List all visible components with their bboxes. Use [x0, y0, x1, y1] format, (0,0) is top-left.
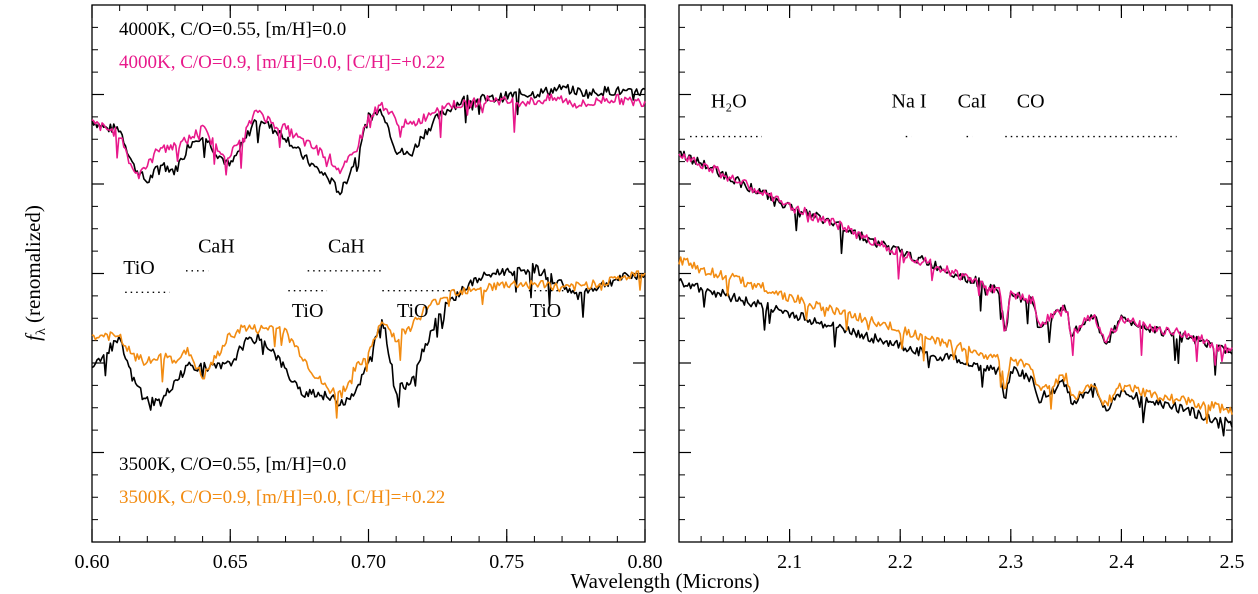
- legend-top-entry-1: 4000K, C/O=0.55, [m/H]=0.0: [119, 19, 346, 40]
- feature-label-6: TiO: [530, 300, 562, 322]
- y-axis-subscript: λ: [34, 328, 49, 335]
- legend-top-entry-2: 4000K, C/O=0.9, [m/H]=0.0, [C/H]=+0.22: [119, 52, 445, 73]
- left-feature-markers: TiO CaH TiO CaH TiO TiO: [123, 236, 568, 322]
- x-tick-label: 0.60: [75, 551, 110, 573]
- spectrum-line-4: [91, 270, 646, 419]
- feature-label-2: CaH: [198, 236, 235, 258]
- left-series-group: [91, 83, 646, 419]
- right-feature-markers: H₂O Na I CaI CO: [690, 91, 1177, 138]
- x-tick-label: 2.3: [998, 551, 1023, 573]
- x-tick-label: 2.4: [1109, 551, 1134, 573]
- spectrum-line-3: [91, 262, 646, 411]
- spectrum-line-1: [678, 150, 1233, 376]
- feature-label-4: CO: [1017, 91, 1045, 113]
- feature-label-5: TiO: [397, 300, 429, 322]
- feature-label-3: CaI: [958, 91, 987, 113]
- y-axis-label: fλ (renomalized): [21, 205, 49, 341]
- feature-label-4: CaH: [328, 236, 365, 258]
- x-tick-label: 0.65: [213, 551, 248, 573]
- feature-label-2: Na I: [892, 91, 927, 113]
- feature-label-1: H₂O: [711, 91, 747, 113]
- x-tick-label: 0.80: [628, 551, 663, 573]
- spectrum-line-4: [678, 256, 1233, 425]
- spectrum-line-1: [91, 83, 646, 196]
- spectrum-line-2: [678, 153, 1233, 366]
- x-axis-label: Wavelength (Microns): [571, 569, 760, 593]
- legend-bottom-entry-2: 3500K, C/O=0.9, [m/H]=0.0, [C/H]=+0.22: [119, 487, 445, 508]
- x-tick-label: 0.70: [351, 551, 386, 573]
- x-tick-label: 2.5: [1220, 551, 1245, 573]
- y-axis-symbol: f: [21, 332, 45, 341]
- spectrum-line-3: [678, 277, 1233, 437]
- feature-label-3: TiO: [292, 300, 324, 322]
- right-axis-ticks: 2.1 2.2 2.3 2.4 2.5: [678, 5, 1245, 573]
- x-tick-label: 2.1: [777, 551, 802, 573]
- legend-bottom-entry-1: 3500K, C/O=0.55, [m/H]=0.0: [119, 454, 346, 475]
- spectrum-line-2: [91, 93, 646, 180]
- y-axis-label-rest: (renomalized): [21, 205, 45, 328]
- left-axis-ticks: 0.60 0.65 0.70 0.75 0.80: [75, 5, 663, 573]
- right-series-group: [678, 150, 1233, 437]
- x-tick-label: 0.75: [489, 551, 524, 573]
- x-tick-label: 2.2: [888, 551, 913, 573]
- feature-label-1: TiO: [123, 257, 155, 279]
- left-legend: 4000K, C/O=0.55, [m/H]=0.0 4000K, C/O=0.9…: [119, 19, 445, 508]
